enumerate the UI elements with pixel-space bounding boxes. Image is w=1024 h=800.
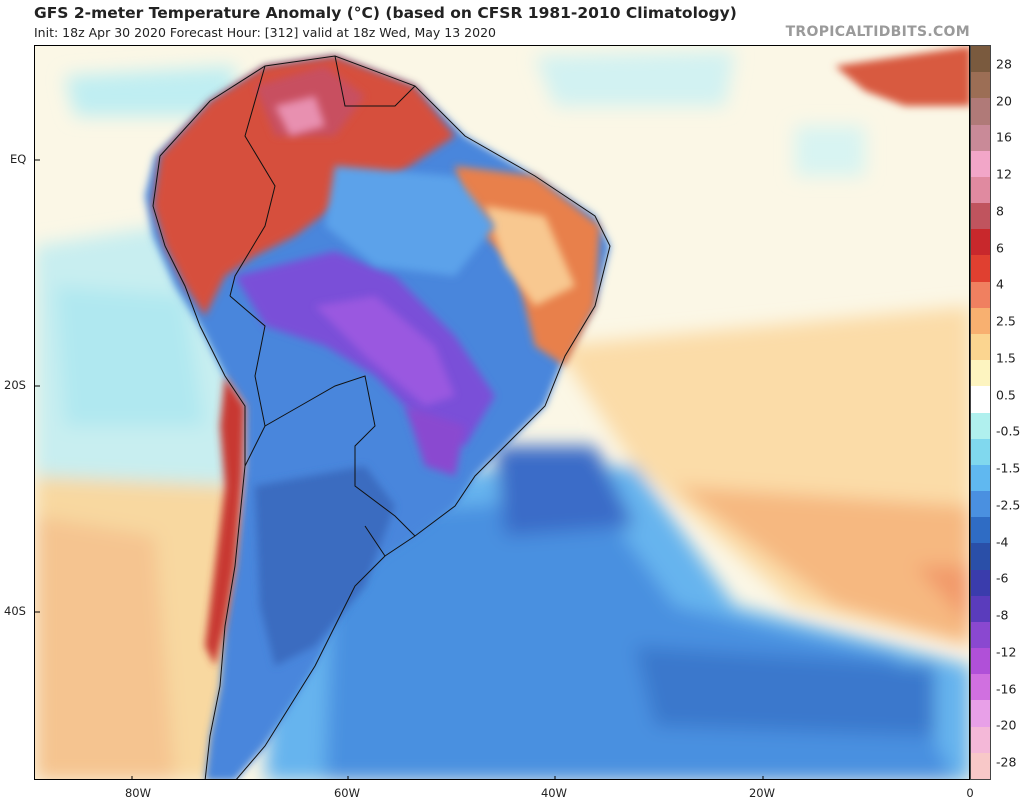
colorbar-swatch bbox=[971, 46, 990, 73]
colorbar-tick-label: 16 bbox=[996, 129, 1012, 145]
colorbar-swatch bbox=[971, 438, 990, 466]
colorbar-swatch bbox=[971, 307, 990, 335]
colorbar-tick-label: 6 bbox=[996, 240, 1004, 256]
colorbar-tick-label: -6 bbox=[996, 570, 1009, 586]
anomaly-map bbox=[34, 45, 970, 780]
graticule-ticks bbox=[35, 159, 764, 779]
colorbar-swatch bbox=[971, 98, 990, 126]
africa-corner bbox=[835, 46, 969, 106]
colorbar-swatch bbox=[971, 595, 990, 623]
lon-label-20w: 20W bbox=[748, 786, 776, 800]
colorbar-tick-label: 28 bbox=[996, 56, 1012, 72]
colorbar-swatch bbox=[971, 700, 990, 728]
colorbar-swatch bbox=[971, 229, 990, 256]
lat-label-eq: EQ bbox=[10, 152, 27, 166]
colorbar-swatch bbox=[971, 150, 990, 178]
colorbar-swatch bbox=[971, 124, 990, 152]
lon-label-80w: 80W bbox=[124, 786, 152, 800]
colorbar-tick-label: -16 bbox=[996, 681, 1017, 697]
colorbar-swatch bbox=[971, 412, 990, 440]
colorbar-swatch bbox=[971, 464, 990, 492]
colorbar-swatch bbox=[971, 176, 990, 204]
colorbar-swatch bbox=[971, 203, 990, 230]
colorbar-swatch bbox=[971, 569, 990, 597]
colorbar-tick-label: 2.5 bbox=[996, 313, 1016, 329]
colorbar-swatch bbox=[971, 621, 990, 649]
colorbar-swatch bbox=[971, 255, 990, 283]
anomaly-field bbox=[35, 51, 969, 779]
colorbar-tick-label: 12 bbox=[996, 166, 1012, 182]
lat-label-20s: 20S bbox=[4, 378, 26, 392]
lat-label-40s: 40S bbox=[4, 604, 26, 618]
map-canvas bbox=[35, 46, 969, 779]
colorbar-swatch bbox=[971, 517, 990, 544]
colorbar-tick-label: 1.5 bbox=[996, 350, 1016, 366]
country-borders bbox=[152, 55, 611, 779]
colorbar-tick-label: -28 bbox=[996, 754, 1017, 770]
south-america-landmass bbox=[145, 56, 610, 779]
colorbar-swatch bbox=[971, 674, 990, 701]
lon-label-60w: 60W bbox=[333, 786, 361, 800]
colorbar-tick-label: -2.5 bbox=[996, 497, 1021, 513]
colorbar-tick-label: -20 bbox=[996, 717, 1017, 733]
brand-watermark: TROPICALTIDBITS.COM bbox=[785, 24, 970, 40]
colorbar-tick-label: 20 bbox=[996, 93, 1012, 109]
colorbar-tick-label: -12 bbox=[996, 644, 1017, 660]
colorbar-tick-label: 4 bbox=[996, 276, 1004, 292]
colorbar-swatch bbox=[971, 281, 990, 309]
colorbar-swatch bbox=[971, 726, 990, 754]
colorbar-swatch bbox=[971, 360, 990, 387]
colorbar-tick-label: 0.5 bbox=[996, 387, 1016, 403]
colorbar-tick-label: -8 bbox=[996, 607, 1009, 623]
colorbar-swatch bbox=[971, 333, 990, 361]
colorbar-tick-label: 8 bbox=[996, 203, 1004, 219]
colorbar-swatch bbox=[971, 386, 990, 413]
colorbar-tick-label: -4 bbox=[996, 534, 1009, 550]
colorbar-swatch bbox=[971, 752, 990, 780]
colorbar-tick-label: -0.5 bbox=[996, 423, 1021, 439]
colorbar-swatch bbox=[971, 491, 990, 518]
map-title: GFS 2-meter Temperature Anomaly (°C) (ba… bbox=[34, 4, 737, 22]
colorbar-tick-label: -1.5 bbox=[996, 460, 1021, 476]
colorbar-swatch bbox=[971, 543, 990, 571]
colorbar-swatch bbox=[971, 72, 990, 99]
colorbar bbox=[970, 45, 991, 780]
lon-label-0: 0 bbox=[966, 786, 974, 800]
forecast-info: Init: 18z Apr 30 2020 Forecast Hour: [31… bbox=[34, 25, 496, 40]
colorbar-swatch bbox=[971, 648, 990, 675]
lon-label-40w: 40W bbox=[540, 786, 568, 800]
